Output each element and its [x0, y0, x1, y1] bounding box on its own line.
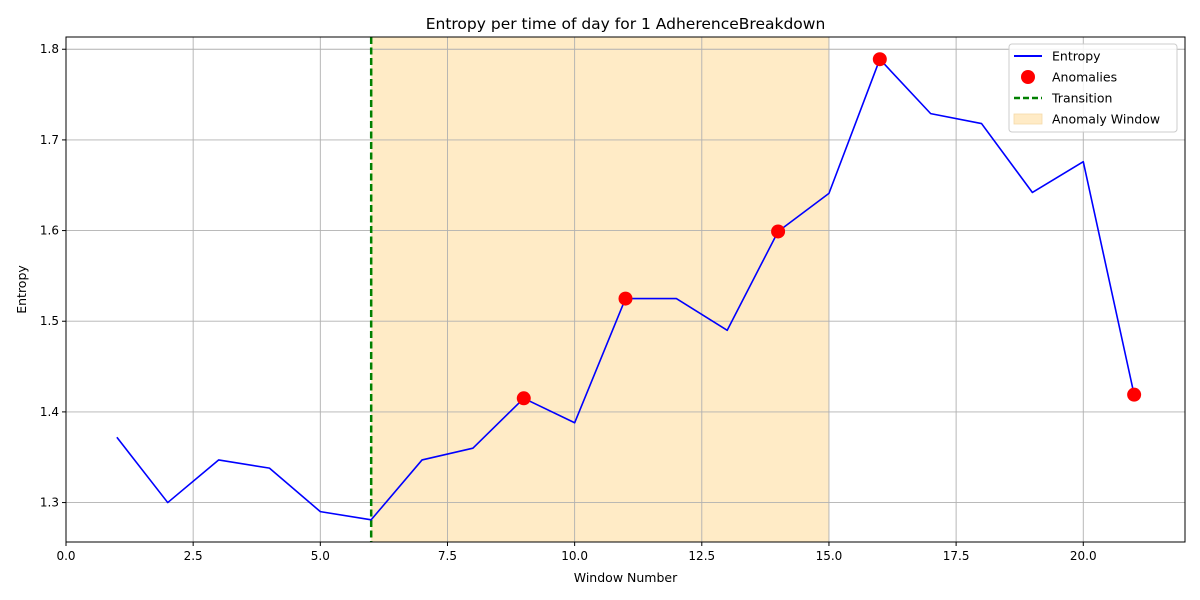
legend-box: [1008, 43, 1178, 133]
anomaly-point: [1127, 387, 1142, 402]
chart-title: Entropy per time of day for 1 AdherenceB…: [426, 15, 826, 33]
x-tick-label: 7.5: [438, 549, 457, 563]
x-tick-label: 5.0: [311, 549, 330, 563]
x-tick-label: 17.5: [943, 549, 970, 563]
y-axis-label: Entropy: [14, 265, 29, 314]
legend-anomaly-window-swatch: [1013, 113, 1043, 125]
x-tick-label: 12.5: [688, 549, 715, 563]
y-tick-label: 1.6: [40, 224, 59, 238]
legend-entropy-label: Entropy: [1052, 49, 1101, 64]
x-axis-ticks: 0.0 2.5 5.0 7.5 10.0 12.5 15.0 17.5 20.0: [56, 542, 1097, 563]
legend-anomalies-label: Anomalies: [1052, 70, 1117, 85]
y-tick-label: 1.7: [40, 133, 59, 147]
anomaly-point: [516, 391, 531, 406]
legend-anomalies-swatch: [1021, 70, 1035, 84]
x-tick-label: 20.0: [1070, 549, 1097, 563]
anomaly-window-layer: [371, 37, 829, 542]
y-tick-label: 1.5: [40, 314, 59, 328]
x-axis-label: Window Number: [574, 570, 678, 585]
x-tick-label: 10.0: [561, 549, 588, 563]
anomaly-window-band: [371, 37, 829, 542]
legend-anomaly-window-label: Anomaly Window: [1052, 112, 1160, 127]
anomaly-points-layer: [516, 52, 1142, 406]
y-tick-label: 1.4: [40, 405, 59, 419]
x-tick-label: 2.5: [184, 549, 203, 563]
legend-transition-label: Transition: [1051, 91, 1112, 106]
y-axis-ticks: 1.3 1.4 1.5 1.6 1.7 1.8: [40, 42, 66, 510]
x-tick-label: 0.0: [56, 549, 75, 563]
x-tick-label: 15.0: [816, 549, 843, 563]
legend: Entropy Anomalies Transition Anomaly Win…: [1008, 43, 1178, 133]
anomaly-point: [771, 224, 786, 239]
anomaly-point: [618, 291, 633, 306]
anomaly-point: [872, 52, 887, 67]
y-tick-label: 1.3: [40, 496, 59, 510]
y-tick-label: 1.8: [40, 42, 59, 56]
axes-frame: [65, 36, 1186, 543]
